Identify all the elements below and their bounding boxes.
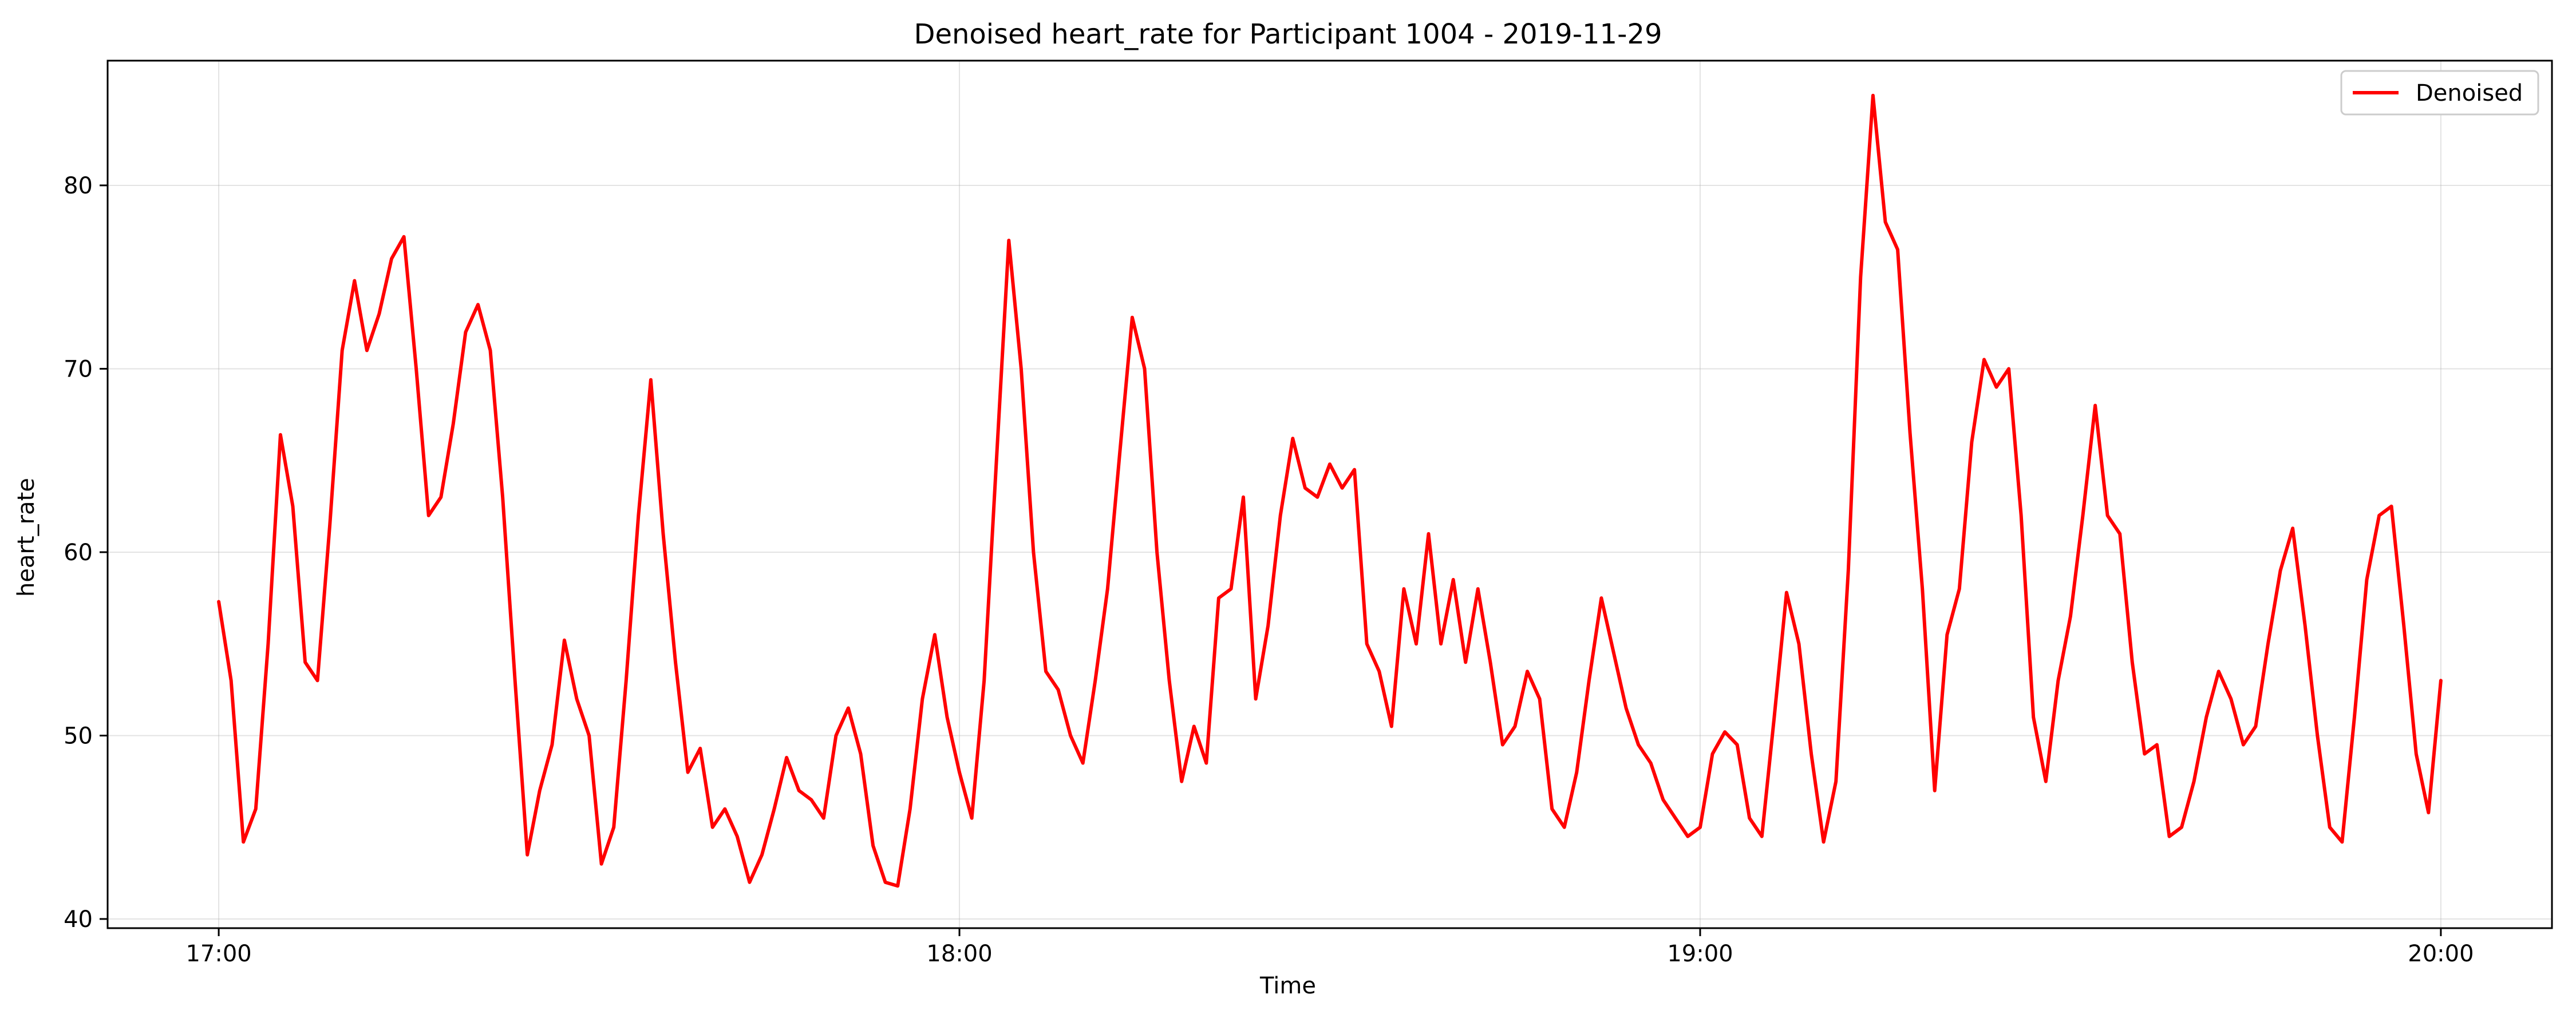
y-tick-label: 40 [64, 906, 93, 933]
legend-label: Denoised [2416, 80, 2523, 106]
y-tick-label: 50 [64, 723, 93, 749]
x-tick-label: 20:00 [2408, 941, 2474, 967]
y-tick-label: 60 [64, 540, 93, 566]
axes-frame [106, 60, 2553, 929]
x-tick-label: 19:00 [1667, 941, 1733, 967]
legend-box [2340, 70, 2539, 116]
x-tick-label: 17:00 [185, 941, 251, 967]
x-axis-label: Time [1260, 973, 1316, 999]
y-tick-label: 80 [64, 173, 93, 199]
x-tick-label: 18:00 [926, 941, 992, 967]
y-tick-label: 70 [64, 356, 93, 382]
series-line-0 [217, 93, 2443, 888]
chart-title: Denoised heart_rate for Participant 1004… [914, 18, 1662, 50]
